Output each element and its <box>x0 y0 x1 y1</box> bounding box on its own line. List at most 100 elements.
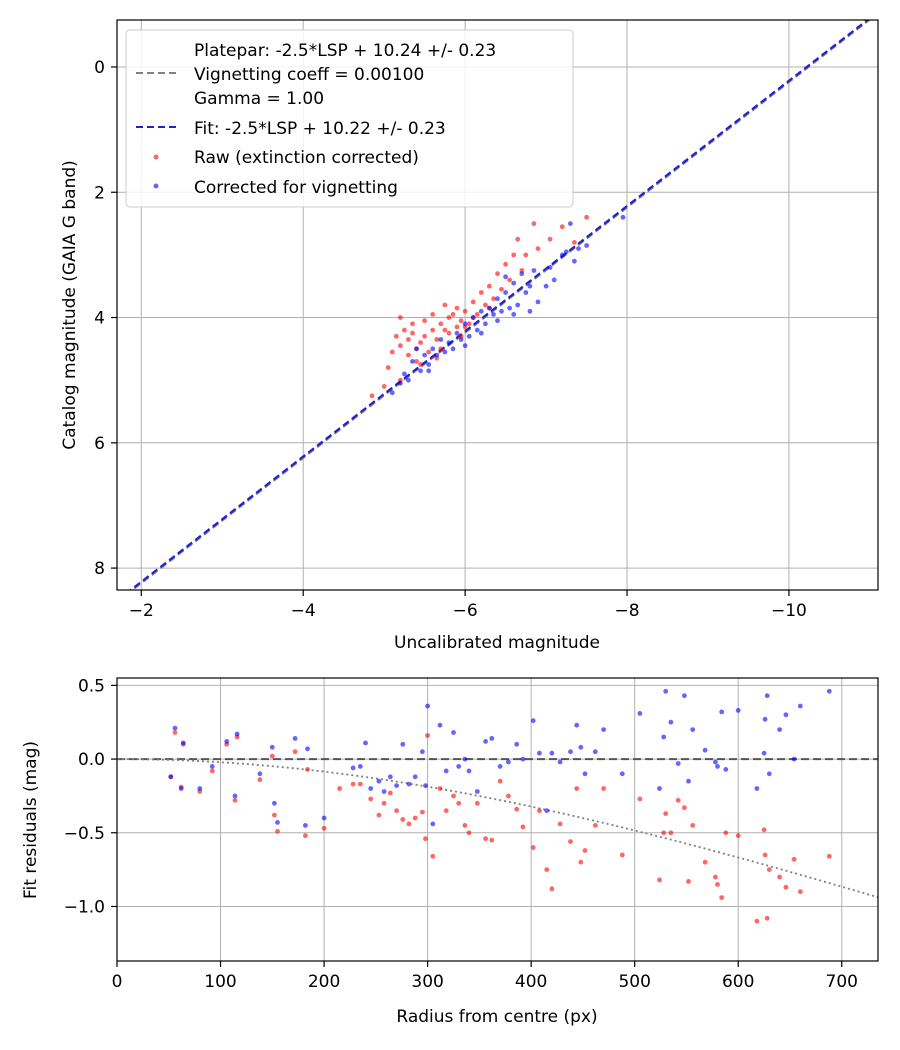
corrected-point <box>754 786 760 791</box>
corrected-point <box>462 756 468 762</box>
raw-point <box>446 315 452 320</box>
corrected-point <box>410 359 415 364</box>
y-tick-label: 8 <box>94 559 105 579</box>
raw-point <box>735 833 741 839</box>
raw-point <box>269 753 275 759</box>
corrected-point <box>543 283 549 289</box>
raw-point <box>303 833 308 839</box>
raw-point <box>425 733 430 738</box>
corrected-point <box>783 712 789 718</box>
legend-fit-label: Fit: -2.5*LSP + 10.22 +/- 0.23 <box>194 119 446 139</box>
legend-vignetting-label: Vignetting coeff = 0.00100 <box>194 65 424 85</box>
raw-point <box>466 830 472 836</box>
corrected-point <box>376 778 382 784</box>
raw-point <box>663 811 669 816</box>
corrected-point <box>503 274 508 280</box>
corrected-point <box>520 756 526 762</box>
y-tick-label: 0.0 <box>78 750 105 770</box>
corrected-point <box>766 771 772 777</box>
raw-point <box>762 852 768 858</box>
raw-point <box>446 330 452 336</box>
raw-point <box>402 327 407 333</box>
raw-point <box>350 781 356 787</box>
corrected-point <box>514 741 520 747</box>
raw-point <box>668 830 674 836</box>
raw-point <box>582 848 588 853</box>
raw-point <box>549 886 555 892</box>
corrected-point <box>478 330 484 336</box>
raw-point <box>385 365 391 370</box>
corrected-point <box>402 371 407 377</box>
raw-point <box>764 915 770 921</box>
raw-point <box>754 918 760 924</box>
top-fit-lines <box>128 20 871 590</box>
raw-point <box>442 302 448 308</box>
raw-point <box>557 821 563 827</box>
corrected-point <box>762 716 768 722</box>
corrected-point <box>443 768 449 774</box>
corrected-point <box>527 308 533 314</box>
raw-point <box>369 393 375 399</box>
raw-point <box>321 825 327 831</box>
corrected-point <box>430 346 436 352</box>
corrected-point <box>531 268 537 273</box>
legend-box <box>125 29 574 208</box>
corrected-point <box>462 321 468 327</box>
corrected-point <box>523 290 529 295</box>
corrected-point <box>197 786 203 791</box>
raw-point <box>443 808 449 814</box>
corrected-point <box>466 333 472 339</box>
corrected-point <box>559 252 565 258</box>
raw-point <box>422 318 427 324</box>
raw-point <box>454 324 460 330</box>
raw-point <box>544 867 550 872</box>
corrected-point <box>437 722 443 728</box>
corrected-point <box>381 789 387 794</box>
raw-point <box>783 884 789 890</box>
corrected-point <box>426 368 432 374</box>
x-tick-label: 0 <box>112 972 123 992</box>
raw-point <box>761 827 767 833</box>
x-tick-label: 100 <box>204 972 236 992</box>
corrected-point <box>777 727 782 732</box>
corrected-point <box>503 290 508 295</box>
corrected-point <box>619 771 625 777</box>
corrected-point <box>232 793 238 799</box>
corrected-point <box>826 688 832 694</box>
legend-raw-marker <box>153 154 159 160</box>
raw-point <box>483 302 488 308</box>
corrected-point <box>422 352 427 358</box>
corrected-point <box>601 727 606 732</box>
raw-point <box>491 296 496 302</box>
raw-point <box>495 271 500 277</box>
corrected-point <box>530 718 536 724</box>
bottom-reference-lines <box>117 758 878 899</box>
raw-point <box>584 214 589 220</box>
corrected-point <box>172 725 178 731</box>
raw-point <box>357 781 363 787</box>
top-legend: Platepar: -2.5*LSP + 10.24 +/- 0.23 Vign… <box>125 29 574 208</box>
raw-point <box>454 305 460 311</box>
corrected-point <box>474 789 480 794</box>
raw-point <box>702 859 708 865</box>
corrected-point <box>572 258 577 264</box>
raw-point <box>292 749 298 755</box>
raw-point <box>420 809 425 815</box>
corrected-point <box>442 349 448 355</box>
corrected-point <box>668 719 674 725</box>
corrected-point <box>661 734 667 740</box>
y-tick-label: 6 <box>94 434 105 454</box>
corrected-point <box>272 800 277 806</box>
raw-point <box>381 384 387 389</box>
raw-point <box>657 877 662 883</box>
corrected-point <box>663 688 669 694</box>
raw-point <box>474 800 480 806</box>
corrected-point <box>275 820 280 825</box>
corrected-point <box>389 390 395 396</box>
raw-point <box>766 867 772 872</box>
raw-point <box>637 796 643 802</box>
corrected-point <box>519 271 525 277</box>
y-tick-label: 4 <box>94 309 105 329</box>
raw-point <box>456 800 462 806</box>
